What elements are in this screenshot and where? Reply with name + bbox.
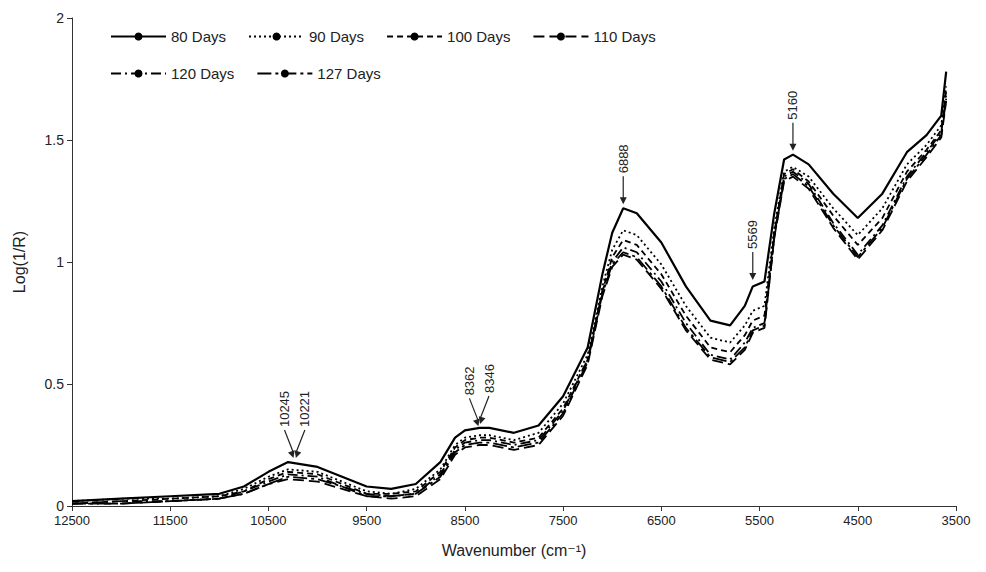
svg-text:90 Days: 90 Days [309, 28, 364, 45]
svg-text:2: 2 [56, 10, 64, 26]
svg-text:4500: 4500 [843, 513, 872, 528]
svg-text:Wavenumber (cm⁻¹): Wavenumber (cm⁻¹) [442, 542, 587, 559]
svg-text:10221: 10221 [297, 391, 312, 427]
svg-text:5160: 5160 [785, 91, 800, 120]
svg-text:10245: 10245 [277, 391, 292, 427]
svg-text:0.5: 0.5 [45, 376, 65, 392]
svg-text:9500: 9500 [352, 513, 381, 528]
svg-text:100 Days: 100 Days [447, 28, 510, 45]
svg-text:5569: 5569 [745, 220, 760, 249]
svg-text:5500: 5500 [745, 513, 774, 528]
svg-text:1.5: 1.5 [45, 132, 65, 148]
svg-text:3500: 3500 [942, 513, 971, 528]
svg-text:110 Days: 110 Days [593, 28, 655, 45]
svg-text:1: 1 [56, 254, 64, 270]
svg-text:8362: 8362 [462, 366, 477, 395]
svg-text:80 Days: 80 Days [171, 28, 226, 45]
svg-text:8346: 8346 [482, 364, 497, 393]
svg-text:120 Days: 120 Days [171, 65, 234, 82]
svg-text:6888: 6888 [616, 144, 631, 173]
svg-text:10500: 10500 [250, 513, 286, 528]
svg-text:0: 0 [56, 498, 64, 514]
svg-text:8500: 8500 [450, 513, 479, 528]
svg-text:127 Days: 127 Days [317, 65, 380, 82]
svg-text:Log(1/R): Log(1/R) [11, 231, 28, 293]
svg-text:11500: 11500 [153, 513, 188, 528]
svg-text:12500: 12500 [54, 513, 90, 528]
svg-text:7500: 7500 [549, 513, 578, 528]
svg-text:6500: 6500 [647, 513, 676, 528]
